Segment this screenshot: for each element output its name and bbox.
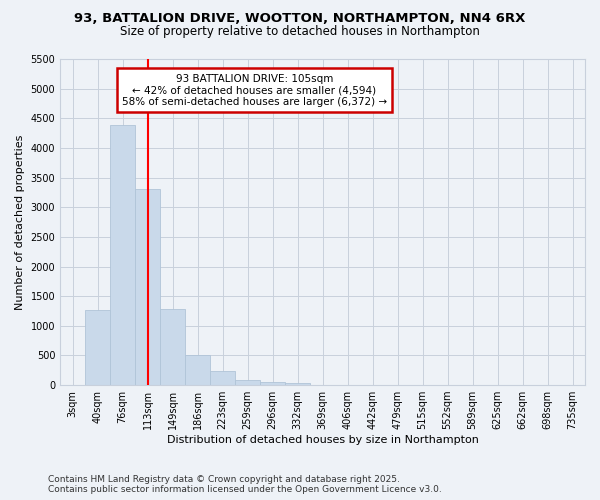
Text: Contains HM Land Registry data © Crown copyright and database right 2025.
Contai: Contains HM Land Registry data © Crown c…: [48, 474, 442, 494]
Bar: [285, 382, 310, 385]
Bar: [135, 189, 160, 385]
Bar: [210, 372, 235, 385]
Text: 93, BATTALION DRIVE, WOOTTON, NORTHAMPTON, NN4 6RX: 93, BATTALION DRIVE, WOOTTON, NORTHAMPTO…: [74, 12, 526, 26]
Bar: [110, 126, 135, 385]
Text: Size of property relative to detached houses in Northampton: Size of property relative to detached ho…: [120, 25, 480, 38]
Bar: [85, 310, 110, 385]
X-axis label: Distribution of detached houses by size in Northampton: Distribution of detached houses by size …: [167, 435, 479, 445]
Bar: [160, 309, 185, 385]
Bar: [235, 380, 260, 385]
Bar: [260, 382, 285, 385]
Y-axis label: Number of detached properties: Number of detached properties: [15, 134, 25, 310]
Text: 93 BATTALION DRIVE: 105sqm
← 42% of detached houses are smaller (4,594)
58% of s: 93 BATTALION DRIVE: 105sqm ← 42% of deta…: [122, 74, 387, 107]
Bar: [185, 356, 210, 385]
